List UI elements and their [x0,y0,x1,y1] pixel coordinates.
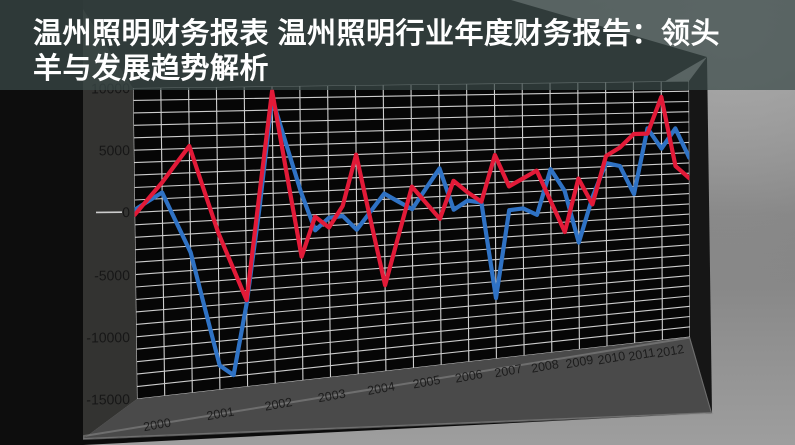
svg-text:-15000: -15000 [86,391,130,408]
svg-text:-5000: -5000 [94,267,130,284]
svg-text:5000: 5000 [99,142,131,158]
svg-text:-10000: -10000 [86,329,130,346]
svg-text:0: 0 [122,204,130,220]
